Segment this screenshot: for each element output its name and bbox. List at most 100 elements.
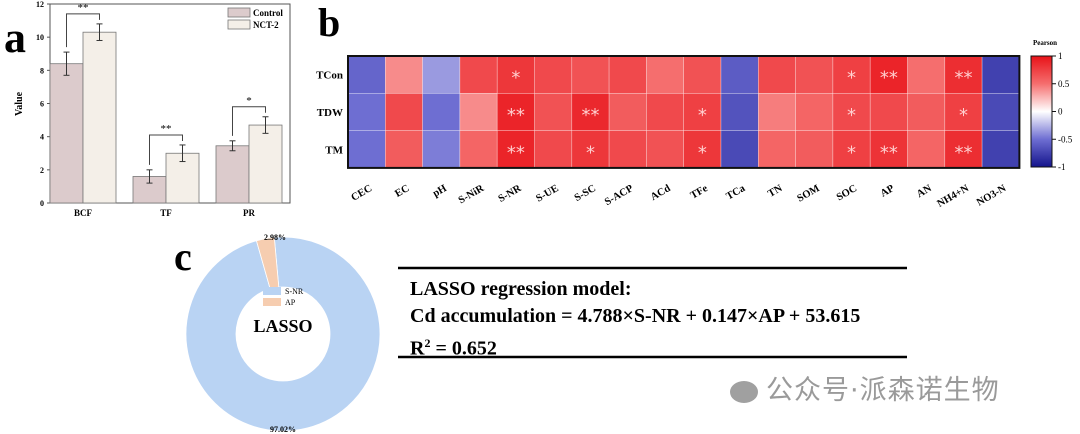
pie-legend-label: AP	[285, 298, 296, 307]
significance-star: **	[507, 105, 525, 126]
significance-star: *	[847, 105, 856, 126]
significance-star: **	[581, 105, 599, 126]
pie-slice-S-NR	[185, 236, 381, 432]
heatmap-cell	[907, 130, 946, 169]
model-title: LASSO regression model:	[410, 278, 632, 300]
y-tick-label: 0	[40, 199, 44, 208]
heatmap-cell	[757, 93, 796, 131]
heatmap-cell	[944, 130, 983, 169]
column-label: SOC	[835, 183, 859, 203]
heatmap-cell	[608, 93, 647, 131]
r2-prefix: R	[410, 337, 425, 360]
significance-star: *	[511, 68, 520, 89]
heatmap-cell	[981, 93, 1020, 131]
wechat-icon	[730, 380, 758, 403]
heatmap-cell	[384, 93, 423, 131]
bar-Control	[215, 145, 250, 204]
heatmap-cell	[347, 55, 386, 94]
heatmap-cell	[869, 130, 908, 169]
y-tick-label: 4	[40, 133, 44, 142]
significance-star: **	[880, 142, 898, 163]
legend-swatch	[227, 19, 251, 30]
pie-legend-label: S-NR	[285, 287, 304, 296]
heatmap-cell	[646, 130, 685, 169]
significance-bracket	[232, 106, 266, 136]
pie-legend-swatch	[263, 298, 281, 306]
heatmap-cell	[907, 55, 946, 94]
legend-swatch	[227, 7, 251, 18]
y-axis-label: Value	[14, 91, 25, 116]
heatmap-cell	[720, 93, 759, 131]
bar-NCT-2	[248, 124, 283, 204]
heatmap-cell	[981, 130, 1020, 169]
column-label: AP	[879, 183, 897, 200]
heatmap-cell	[571, 130, 610, 169]
heatmap-cell	[944, 93, 983, 131]
y-tick-label: 10	[36, 33, 44, 42]
x-tick-label: PR	[243, 208, 255, 218]
r2-value: = 0.652	[430, 337, 497, 360]
y-tick-label: 12	[36, 0, 44, 9]
heatmap-cell	[795, 93, 834, 131]
significance-star: *	[847, 142, 856, 163]
heatmap-cell	[720, 130, 759, 169]
heatmap-cell	[683, 93, 722, 131]
significance-star: **	[954, 68, 972, 89]
column-label: TFe	[689, 183, 710, 202]
heatmap-cell	[720, 55, 759, 94]
watermark: 公众号·派森诺生物	[730, 368, 1000, 407]
heatmap-cell	[907, 93, 946, 131]
significance-label: **	[161, 123, 172, 135]
significance-label: *	[246, 95, 252, 107]
column-label: AN	[915, 183, 934, 200]
significance-star: **	[880, 68, 898, 89]
bar-Control	[49, 63, 84, 204]
heatmap-cell	[459, 93, 498, 131]
column-label: TN	[766, 183, 784, 200]
legend-label: Control	[253, 8, 283, 18]
x-tick-label: TF	[160, 208, 172, 218]
column-label: S-NiR	[457, 183, 487, 206]
column-label: CEC	[349, 183, 374, 204]
heatmap-cell	[608, 130, 647, 169]
pie-label-AP: 2.98%	[264, 233, 286, 242]
heatmap-cell	[422, 55, 461, 94]
heatmap-cell	[683, 55, 722, 94]
heatmap-cell	[534, 93, 573, 131]
column-label: S-SC	[573, 183, 598, 204]
colorbar-tick-label: 0.5	[1058, 79, 1070, 89]
column-label: S-NR	[497, 183, 524, 205]
column-label: pH	[431, 183, 449, 200]
significance-star: **	[507, 142, 525, 163]
heatmap-cell	[832, 93, 871, 131]
significance-star: *	[586, 142, 595, 163]
heatmap-cell	[422, 93, 461, 131]
heatmap-cell	[646, 55, 685, 94]
column-label: NH4+N	[936, 183, 972, 210]
heatmap-cell	[347, 93, 386, 131]
row-label: TM	[325, 144, 343, 156]
significance-star: *	[959, 105, 968, 126]
heatmap-cell	[683, 130, 722, 169]
heatmap-cell	[459, 55, 498, 94]
colorbar-tick-label: 1	[1058, 51, 1063, 61]
heatmap-cell	[795, 130, 834, 169]
panel-label-c: c	[174, 234, 192, 279]
heatmap-cell	[534, 130, 573, 169]
panel-label-b: b	[318, 0, 340, 45]
heatmap-cell	[646, 93, 685, 131]
model-equation: Cd accumulation = 4.788×S-NR + 0.147×AP …	[410, 305, 861, 327]
heatmap-cell	[384, 130, 423, 169]
heatmap-cell	[832, 130, 871, 169]
legend-label: NCT-2	[253, 20, 279, 30]
colorbar	[1030, 55, 1053, 168]
x-tick-label: BCF	[74, 208, 93, 218]
column-label: S-UE	[534, 183, 560, 204]
significance-label: **	[78, 2, 89, 14]
colorbar-tick-label: 0	[1058, 107, 1063, 117]
heatmap-cell	[422, 130, 461, 169]
y-tick-label: 2	[40, 166, 44, 175]
lasso-model-text: LASSO regression model: Cd accumulation …	[410, 276, 860, 363]
